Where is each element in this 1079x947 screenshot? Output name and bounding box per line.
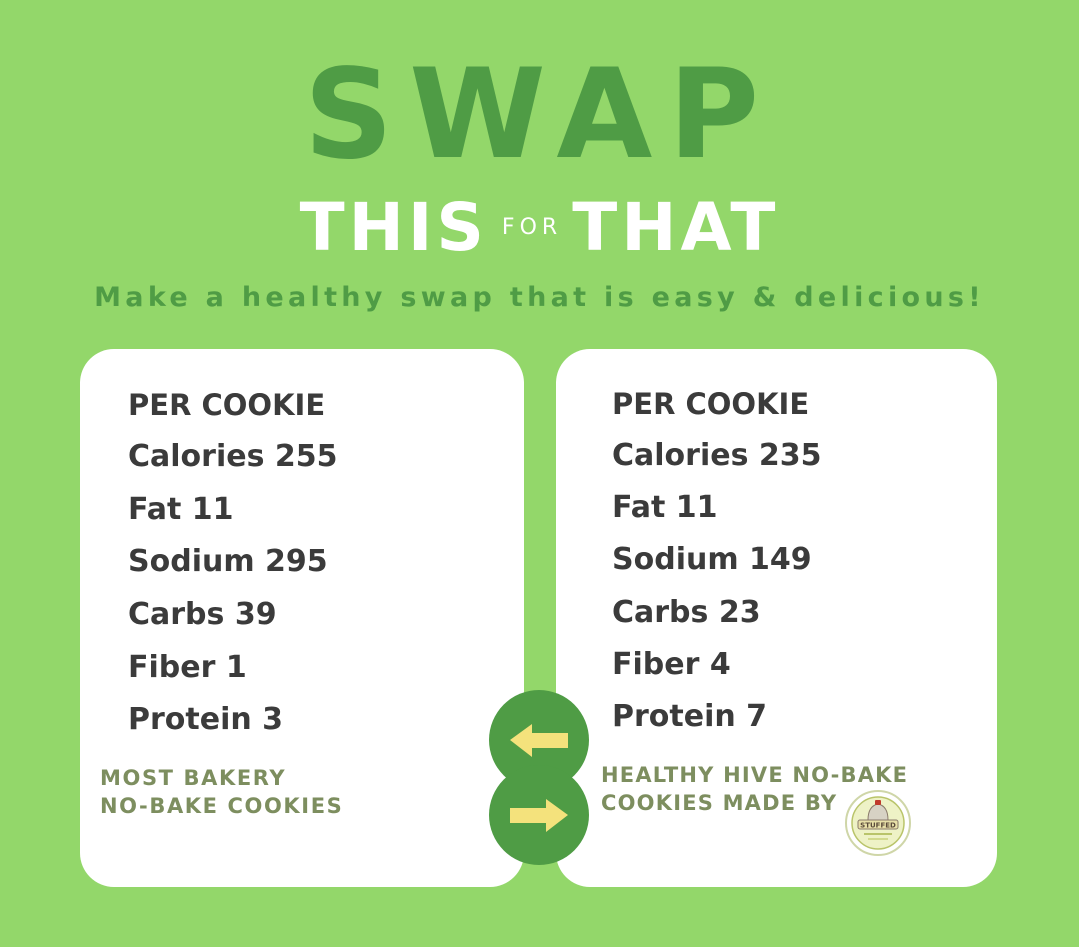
left-stat-sodium: Sodium 295 [128,544,328,579]
right-card-footer-line2: COOKIES MADE BY [601,791,838,815]
title-swap: SWAP [303,43,776,187]
left-card-footer-line1: MOST BAKERY [100,766,287,790]
right-stat-fat: Fat 11 [612,490,718,525]
right-stat-sodium: Sodium 149 [612,542,812,577]
right-stat-carbs: Carbs 23 [612,595,761,630]
left-stat-protein: Protein 3 [128,702,284,737]
left-stat-calories: Calories 255 [128,439,338,474]
left-stat-fiber: Fiber 1 [128,650,247,685]
right-card-header: PER COOKIE [612,387,810,421]
swap-right-arrow-button [489,765,589,865]
right-stat-calories: Calories 235 [612,438,822,473]
title-for: FOR [501,215,563,240]
right-nutrition-card: PER COOKIE Calories 235 Fat 11 Sodium 14… [556,349,997,887]
left-card-footer-line2: NO-BAKE COOKIES [100,794,344,818]
left-nutrition-card: PER COOKIE Calories 255 Fat 11 Sodium 29… [80,349,524,887]
stuffed-logo-icon: STUFFED [845,790,911,856]
title-that: THAT [572,189,780,266]
title-this-for-that: THIS FOR THAT [0,188,1079,268]
title-this: THIS [299,189,488,266]
left-stat-carbs: Carbs 39 [128,597,277,632]
left-stat-fat: Fat 11 [128,492,234,527]
right-stat-protein: Protein 7 [612,699,768,734]
tagline: Make a healthy swap that is easy & delic… [94,282,985,313]
left-card-header: PER COOKIE [128,388,326,422]
arrow-left-icon [510,724,568,757]
right-card-footer-line1: HEALTHY HIVE NO-BAKE [601,763,909,787]
logo-text: STUFFED [860,822,896,830]
arrow-right-icon [510,799,568,832]
right-stat-fiber: Fiber 4 [612,647,731,682]
